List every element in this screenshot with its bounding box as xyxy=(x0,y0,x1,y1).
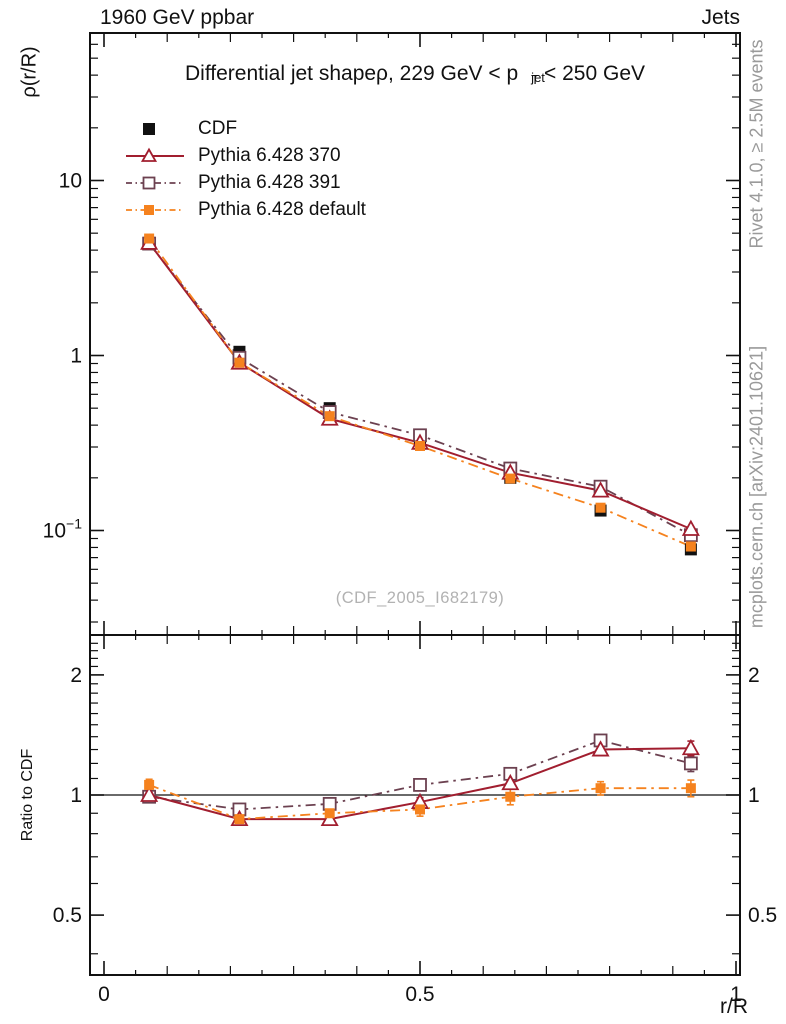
svg-text:0.5: 0.5 xyxy=(405,983,434,1006)
svg-text:0.5: 0.5 xyxy=(748,904,777,927)
pythia-391-marker-icon xyxy=(126,176,184,189)
x-axis-label: r/R xyxy=(720,995,748,1018)
legend-label: Pythia 6.428 default xyxy=(198,198,366,220)
legend: CDF Pythia 6.428 370 Pythia 6.428 391 Py… xyxy=(126,115,366,223)
plot-title-prefix: Differential jet shapeρ, 229 GeV < p xyxy=(184,62,519,85)
pythia-default-marker-icon xyxy=(126,204,184,215)
svg-text:2: 2 xyxy=(748,664,760,687)
svg-text:1: 1 xyxy=(730,983,742,1006)
plot-title: Differential jet shapeρ, 229 GeV < p jet T… xyxy=(184,62,646,87)
legend-label: Pythia 6.428 391 xyxy=(198,171,341,193)
svg-text:1: 1 xyxy=(70,784,82,807)
pythia-370-marker-icon xyxy=(126,147,184,162)
cdf-marker-icon xyxy=(143,122,155,135)
beam-header: 1960 GeV ppbar xyxy=(100,6,255,29)
legend-label: CDF xyxy=(198,117,238,139)
ratio-axis-label: Ratio to CDF xyxy=(19,748,36,842)
svg-text:10−1: 10−1 xyxy=(43,516,83,543)
svg-text:2: 2 xyxy=(70,664,82,687)
legend-item-pythia-default: Pythia 6.428 default xyxy=(126,196,366,223)
svg-text:1: 1 xyxy=(70,345,82,368)
legend-item-pythia-391: Pythia 6.428 391 xyxy=(126,169,366,196)
mcplots-arxiv-note: mcplots.cern.ch [arXiv:2401.10621] xyxy=(746,345,767,629)
plot-title-suffix: < 250 GeV xyxy=(538,62,646,85)
svg-text:1: 1 xyxy=(748,784,760,807)
analysis-group-header: Jets xyxy=(701,6,740,29)
svg-text:10: 10 xyxy=(59,170,82,193)
legend-item-cdf: CDF xyxy=(126,115,366,142)
svg-text:0: 0 xyxy=(98,983,110,1006)
pt-subscript: T xyxy=(531,72,540,87)
svg-text:0.5: 0.5 xyxy=(53,904,82,927)
pt-superscript: jet xyxy=(531,70,545,85)
rivet-version-note: Rivet 4.1.0, ≥ 2.5M events xyxy=(746,39,767,249)
legend-item-pythia-370: Pythia 6.428 370 xyxy=(126,142,366,169)
analysis-id-watermark: (CDF_2005_I682179) xyxy=(335,589,505,607)
legend-label: Pythia 6.428 370 xyxy=(198,144,341,166)
y-axis-label: ρ(r/R) xyxy=(18,46,41,98)
